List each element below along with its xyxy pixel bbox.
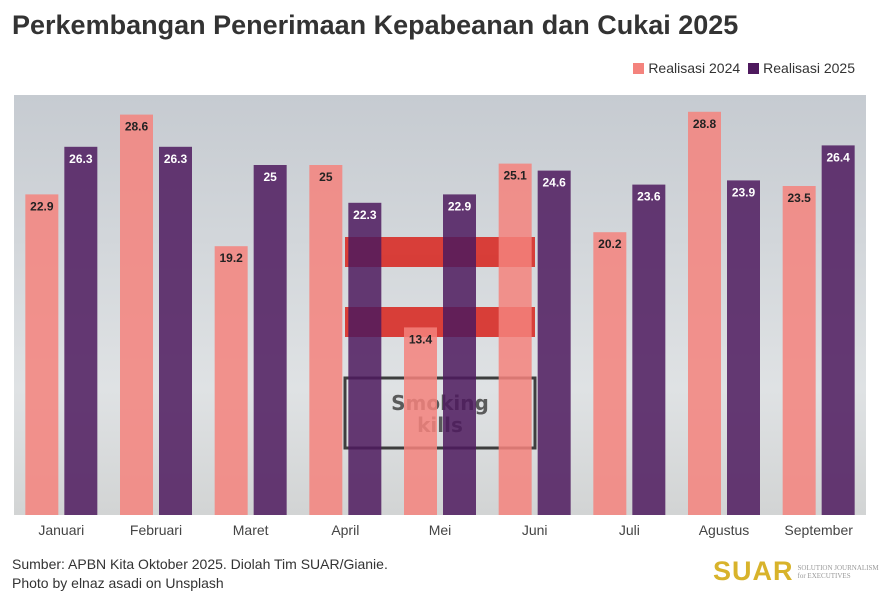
bar-2025: [632, 184, 666, 515]
bar-2025: [821, 145, 855, 515]
data-label: 20.2: [598, 237, 622, 251]
data-label: 26.3: [69, 152, 93, 166]
bar-2024: [688, 111, 721, 516]
data-label: 22.9: [448, 199, 472, 213]
bar-2025: [159, 146, 192, 516]
suar-logo: SUAR SOLUTION JOURNALISM for EXECUTIVES: [713, 556, 879, 586]
bar-2024: [214, 246, 248, 515]
bar-2024: [309, 165, 343, 515]
bar-2024: [782, 186, 816, 515]
x-tick-label: Maret: [233, 522, 269, 538]
bar-2024: [120, 114, 153, 515]
data-label: 25: [263, 170, 277, 184]
source-text: Sumber: APBN Kita Oktober 2025. Diolah T…: [12, 556, 388, 572]
bar-2025: [443, 194, 476, 515]
legend-label: Realisasi 2025: [763, 60, 855, 76]
bar-2025: [253, 165, 287, 515]
legend-swatch: [633, 62, 645, 74]
background-photo: [14, 95, 866, 515]
source-note: Sumber: APBN Kita Oktober 2025. Diolah T…: [12, 555, 388, 593]
x-tick-label: Mei: [429, 522, 452, 538]
bar-2025: [348, 202, 382, 516]
data-label: 28.8: [693, 117, 717, 131]
data-label: 23.5: [787, 191, 811, 205]
data-label: 22.9: [30, 199, 54, 213]
x-tick-label: September: [784, 522, 853, 538]
bar-2024: [25, 194, 59, 515]
bar-2024: [593, 232, 627, 515]
chart-title: Perkembangan Penerimaan Kepabeanan dan C…: [12, 10, 739, 40]
data-label: 19.2: [219, 251, 243, 265]
x-tick-label: Juli: [619, 522, 640, 538]
legend: Realisasi 2024 Realisasi 2025: [633, 60, 855, 76]
x-tick-label: April: [331, 522, 359, 538]
bar-2025: [64, 146, 98, 516]
legend-item-2025: Realisasi 2025: [748, 60, 855, 76]
data-label: 28.6: [125, 120, 149, 134]
x-tick-label: Agustus: [699, 522, 750, 538]
legend-label: Realisasi 2024: [648, 60, 741, 76]
x-tick-label: Februari: [130, 522, 182, 538]
data-label: 22.3: [353, 208, 377, 222]
bar-2025: [537, 170, 571, 515]
bar-2025: [727, 180, 760, 515]
bar-2024: [404, 327, 437, 515]
data-label: 23.9: [732, 185, 756, 199]
data-label: 25: [319, 170, 333, 184]
data-label: 13.4: [409, 332, 433, 346]
data-label: 26.4: [826, 150, 850, 164]
photo-credit: Photo by elnaz asadi on Unsplash: [12, 575, 224, 591]
data-label: 24.6: [542, 176, 566, 190]
data-label: 23.6: [637, 190, 661, 204]
x-tick-label: Januari: [38, 522, 84, 538]
legend-swatch: [748, 62, 760, 74]
x-tick-label: Juni: [522, 522, 548, 538]
data-label: 25.1: [503, 169, 527, 183]
legend-item-2024: Realisasi 2024: [633, 60, 740, 76]
data-label: 26.3: [164, 152, 188, 166]
bar-2024: [498, 163, 532, 515]
